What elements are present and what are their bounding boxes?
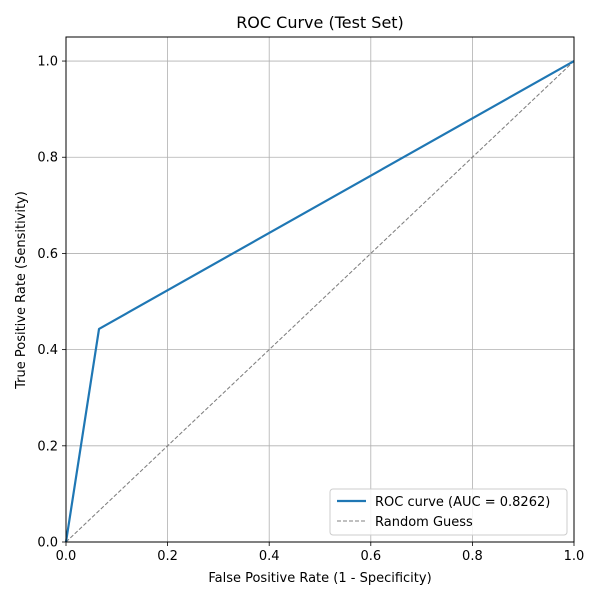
- plot-frame: [65, 36, 575, 543]
- random-guess-line: [65, 60, 575, 543]
- y-tick-label: 0.4: [37, 343, 58, 358]
- legend-label-roc: ROC curve (AUC = 0.8262): [375, 495, 550, 510]
- x-tick-label: 0.6: [360, 549, 381, 564]
- x-tick-label: 0.4: [259, 549, 280, 564]
- y-tick-label: 1.0: [37, 55, 58, 70]
- y-tick-label: 0.0: [37, 536, 58, 551]
- y-axis-label: True Positive Rate (Sensitivity): [14, 191, 29, 390]
- legend: ROC curve (AUC = 0.8262) Random Guess: [329, 488, 568, 536]
- y-tick-label: 0.2: [37, 439, 58, 454]
- x-axis-label: False Positive Rate (1 - Specificity): [208, 571, 431, 586]
- x-tick-label: 0.2: [157, 549, 178, 564]
- legend-box: [329, 488, 568, 536]
- legend-label-random: Random Guess: [375, 515, 473, 530]
- y-tick-label: 0.6: [37, 247, 58, 262]
- axis-ticks: 0.0 0.2 0.4 0.6 0.8 1.0 0.0 0.2 0.4 0.6 0.8 1.0: [37, 55, 584, 564]
- roc-curve-line: [64, 60, 575, 543]
- chart-title: ROC Curve (Test Set): [236, 13, 404, 32]
- x-tick-label: 0.8: [462, 549, 483, 564]
- y-tick-label: 0.8: [37, 151, 58, 166]
- x-tick-label: 0.0: [56, 549, 77, 564]
- plot-series: [64, 60, 575, 543]
- x-tick-label: 1.0: [564, 549, 585, 564]
- grid: [65, 37, 575, 543]
